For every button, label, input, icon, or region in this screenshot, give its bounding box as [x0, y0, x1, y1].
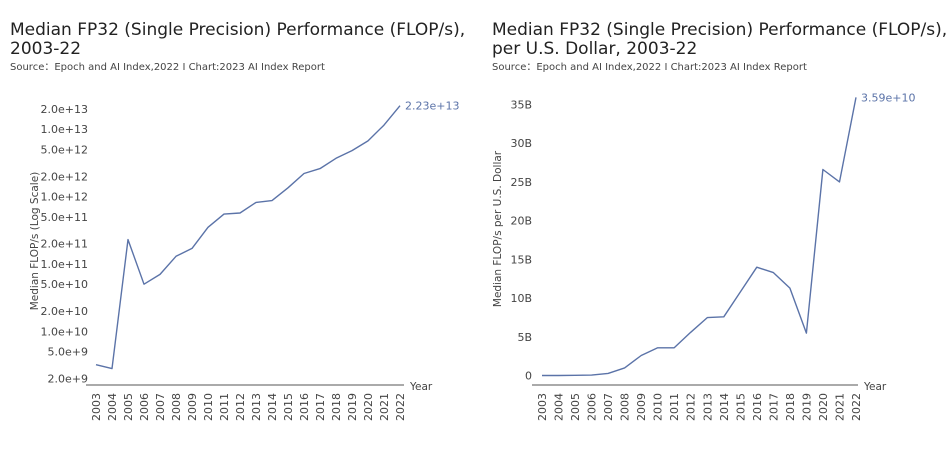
left-y-tick-label: 2.0e+13: [41, 103, 88, 116]
left-series-line: [95, 105, 401, 370]
left-y-tick-label: 2.0e+11: [41, 238, 88, 251]
left-x-tick-label: 2008: [170, 393, 183, 421]
right-x-tick-label: 2016: [751, 393, 764, 421]
left-y-tick-label: 2.0e+9: [48, 372, 88, 385]
right-end-label: 3.59e+10: [861, 91, 915, 104]
left-y-tick-label: 1.0e+12: [41, 191, 88, 204]
chart-left-title: Median FP32 (Single Precision) Performan…: [10, 21, 465, 59]
left-y-tick-label: 2.0e+10: [41, 305, 88, 318]
right-y-tick-label: 10B: [510, 292, 532, 305]
left-x-tick-label: 2004: [106, 393, 119, 421]
left-x-tick-label: 2020: [362, 393, 375, 421]
right-y-tick-label: 35B: [510, 98, 532, 111]
right-series-line: [542, 97, 857, 377]
right-x-tick-label: 2021: [833, 393, 846, 421]
left-x-tick-label: 2003: [90, 393, 103, 421]
left-y-tick-label: 1.0e+11: [41, 258, 88, 271]
right-y-axis-title: Median FLOP/s per U.S. Dollar: [492, 150, 504, 307]
left-y-tick-label: 2.0e+12: [41, 170, 88, 183]
left-y-tick-label: 1.0e+10: [41, 325, 88, 338]
chart-right-title-line1: Median FP32 (Single Precision) Performan…: [492, 20, 948, 40]
left-x-tick-label: 2021: [378, 393, 391, 421]
left-x-tick-label: 2013: [250, 393, 263, 421]
chart-left-title-line2: 2003-22: [10, 39, 82, 59]
left-y-axis-title: Median FLOP/s (Log Scale): [29, 172, 41, 311]
right-x-tick-label: 2004: [553, 393, 566, 421]
right-x-tick-label: 2011: [668, 393, 681, 421]
right-x-tick-label: 2017: [767, 393, 780, 421]
left-x-tick-label: 2018: [330, 393, 343, 421]
left-x-tick-label: 2011: [218, 393, 231, 421]
right-y-tick-label: 25B: [510, 176, 532, 189]
right-x-axis-title: Year: [863, 381, 887, 393]
right-y-tick-label: 15B: [510, 253, 532, 266]
right-y-tick-label: 5B: [517, 331, 532, 344]
chart-left-source: Source：Epoch and AI Index,2022 I Chart:2…: [10, 62, 325, 73]
left-y-tick-label: 5.0e+11: [41, 211, 88, 224]
left-x-tick-label: 2015: [282, 393, 295, 421]
left-x-tick-label: 2010: [202, 393, 215, 421]
left-x-tick-label: 2012: [234, 393, 247, 421]
left-x-tick-label: 2006: [138, 393, 151, 421]
right-x-tick-label: 2014: [718, 393, 731, 421]
right-y-tick-label: 20B: [510, 215, 532, 228]
right-x-tick-label: 2006: [586, 393, 599, 421]
right-x-tick-label: 2003: [536, 393, 549, 421]
chart-right-source: Source：Epoch and AI Index,2022 I Chart:2…: [492, 62, 807, 73]
right-x-tick-label: 2020: [817, 393, 830, 421]
left-x-tick-label: 2005: [122, 393, 135, 421]
chart-right-title-line2: per U.S. Dollar, 2003-22: [492, 39, 698, 59]
left-x-tick-label: 2019: [346, 393, 359, 421]
right-x-tick-label: 2008: [619, 393, 632, 421]
right-x-tick-label: 2007: [602, 393, 615, 421]
right-x-tick-label: 2022: [850, 393, 863, 421]
left-y-tick-label: 1.0e+13: [41, 123, 88, 136]
right-x-tick-label: 2015: [734, 393, 747, 421]
left-y-tick-label: 5.0e+9: [48, 346, 88, 359]
left-y-tick-label: 5.0e+12: [41, 143, 88, 156]
right-y-tick-label: 30B: [510, 137, 532, 150]
right-y-tick-label: 0: [525, 370, 532, 383]
chart-left-plot: 2.0e+9 5.0e+9 1.0e+10 2.0e+10 5.0e+10 1.0e+11…: [29, 100, 459, 421]
left-x-tick-label: 2014: [266, 393, 279, 421]
left-x-tick-label: 2007: [154, 393, 167, 421]
right-x-tick-label: 2012: [685, 393, 698, 421]
right-x-tick-label: 2013: [701, 393, 714, 421]
right-x-tick-label: 2019: [800, 393, 813, 421]
chart-right-title: Median FP32 (Single Precision) Performan…: [492, 21, 947, 59]
chart-left-panel: Median FP32 (Single Precision) Performan…: [10, 21, 465, 422]
right-x-tick-label: 2005: [569, 393, 582, 421]
left-y-tick-label: 5.0e+10: [41, 278, 88, 291]
left-end-label: 2.23e+13: [405, 100, 459, 113]
right-x-tick-label: 2018: [784, 393, 797, 421]
left-x-tick-label: 2016: [298, 393, 311, 421]
chart-left-title-line1: Median FP32 (Single Precision) Performan…: [10, 20, 466, 40]
left-x-axis-title: Year: [409, 381, 433, 393]
left-x-tick-label: 2017: [314, 393, 327, 421]
left-x-tick-label: 2009: [186, 393, 199, 421]
left-x-tick-label: 2022: [394, 393, 407, 421]
right-x-tick-label: 2009: [635, 393, 648, 421]
chart-right-panel: Median FP32 (Single Precision) Performan…: [476, 0, 952, 451]
right-x-tick-label: 2010: [652, 393, 665, 421]
